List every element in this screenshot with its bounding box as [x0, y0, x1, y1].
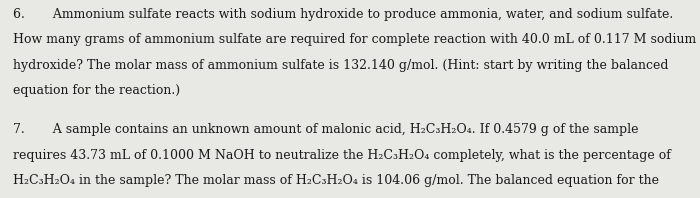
Text: H₂C₃H₂O₄ in the sample? The molar mass of H₂C₃H₂O₄ is 104.06 g/mol. The balanced: H₂C₃H₂O₄ in the sample? The molar mass o…: [13, 174, 659, 187]
Text: 6.       Ammonium sulfate reacts with sodium hydroxide to produce ammonia, water: 6. Ammonium sulfate reacts with sodium h…: [13, 8, 673, 21]
Text: hydroxide? The molar mass of ammonium sulfate is 132.140 g/mol. (Hint: start by : hydroxide? The molar mass of ammonium su…: [13, 59, 668, 72]
Text: requires 43.73 mL of 0.1000 M NaOH to neutralize the H₂C₃H₂O₄ completely, what i: requires 43.73 mL of 0.1000 M NaOH to ne…: [13, 148, 671, 162]
Text: 7.       A sample contains an unknown amount of malonic acid, H₂C₃H₂O₄. If 0.457: 7. A sample contains an unknown amount o…: [13, 123, 638, 136]
Text: equation for the reaction.): equation for the reaction.): [13, 84, 180, 97]
Text: How many grams of ammonium sulfate are required for complete reaction with 40.0 : How many grams of ammonium sulfate are r…: [13, 33, 696, 46]
